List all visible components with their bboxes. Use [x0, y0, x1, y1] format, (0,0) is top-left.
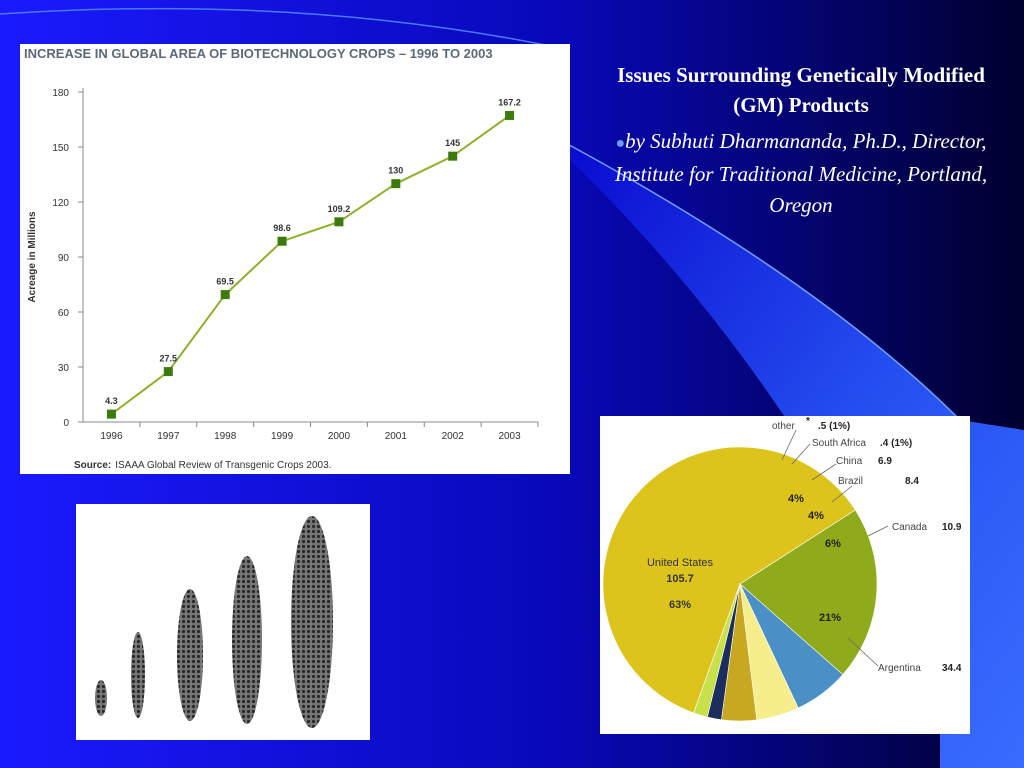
- data-label: 145: [445, 138, 460, 148]
- x-tick-label: 1999: [271, 431, 294, 442]
- x-tick-label: 1998: [214, 431, 237, 442]
- byline-text: by Subhuti Dharmananda, Ph.D., Director,…: [614, 129, 988, 217]
- other-asterisk: *: [806, 416, 810, 427]
- data-point-marker: [277, 236, 287, 246]
- data-point-marker: [163, 367, 173, 377]
- pie-slice-united-states: [602, 446, 856, 714]
- corn-ear-2: [131, 632, 145, 718]
- slide-title: Issues Surrounding Genetically Modified …: [617, 63, 985, 117]
- gm-crop-area-by-country-pie-chart: United States 105.7 63% 21% 6% 4% 4% Argentina 3…: [602, 416, 962, 722]
- callout-name-brazil: Brazil: [838, 476, 863, 487]
- y-tick-label: 120: [52, 198, 69, 209]
- chart-title: INCREASE IN GLOBAL AREA OF BIOTECHNOLOGY…: [24, 46, 493, 61]
- slice-label-us-percent: 63%: [669, 599, 691, 611]
- corn-photo-panel: [76, 504, 370, 740]
- corn-ear-1: [95, 680, 107, 716]
- data-point-marker: [505, 110, 515, 120]
- y-axis-label: Acreage in Millions: [27, 211, 38, 303]
- callout-value-south-africa: .4 (1%): [880, 438, 912, 449]
- data-label: 167.2: [498, 97, 521, 107]
- callout-line: [831, 485, 853, 503]
- slice-label-us-name: United States: [647, 557, 714, 569]
- source-note: Source: ISAAA Global Review of Transgenic…: [74, 460, 331, 471]
- pie-slice-other: [693, 583, 741, 718]
- callout-line: [781, 429, 797, 461]
- series-line: [110, 114, 511, 415]
- x-tick-label: 2001: [385, 431, 408, 442]
- data-point-marker: [391, 179, 401, 189]
- data-point-marker: [448, 151, 458, 161]
- corn-ear-5: [291, 516, 333, 728]
- callout-name-other: other: [772, 421, 795, 432]
- y-tick-label: 60: [58, 308, 70, 319]
- corn-ear-4: [232, 556, 262, 724]
- x-tick-label: 2003: [498, 431, 521, 442]
- data-point-marker: [106, 409, 116, 419]
- callout-value-canada: 10.9: [942, 522, 962, 533]
- x-tick-label: 1997: [157, 431, 180, 442]
- x-tick-label: 2000: [328, 431, 351, 442]
- callout-name-china: China: [836, 456, 863, 467]
- callout-line: [811, 463, 837, 481]
- line-chart-panel: INCREASE IN GLOBAL AREA OF BIOTECHNOLOGY…: [20, 44, 570, 474]
- corn-ears-image: [95, 516, 333, 728]
- y-tick-label: 150: [52, 143, 69, 154]
- pie-chart-panel: United States 105.7 63% 21% 6% 4% 4% Argentina 3…: [600, 416, 970, 734]
- callout-name-argentina: Argentina: [878, 663, 921, 674]
- callout-name-south-africa: South Africa: [812, 438, 866, 449]
- data-label: 4.3: [105, 396, 118, 406]
- data-label: 27.5: [160, 354, 178, 364]
- callout-line: [847, 637, 879, 667]
- biotech-area-line-chart: INCREASE IN GLOBAL AREA OF BIOTECHNOLOGY…: [24, 46, 539, 471]
- y-tick-label: 30: [58, 363, 70, 374]
- x-tick-label: 2002: [442, 431, 465, 442]
- callout-value-china: 6.9: [878, 456, 892, 467]
- callout-line: [791, 443, 811, 465]
- callout-value-other: .5 (1%): [818, 421, 850, 432]
- callout-value-brazil: 8.4: [905, 476, 919, 487]
- slice-percent-label: 6%: [825, 538, 841, 550]
- bullet-icon: ●: [615, 135, 626, 152]
- data-point-marker: [220, 290, 230, 300]
- slice-percent-label: 4%: [808, 510, 824, 522]
- x-tick-label: 1996: [100, 431, 123, 442]
- callout-name-canada: Canada: [892, 522, 927, 533]
- data-point-marker: [334, 217, 344, 227]
- source-text: ISAAA Global Review of Transgenic Crops …: [115, 460, 331, 471]
- y-tick-label: 0: [63, 418, 69, 429]
- y-tick-label: 180: [52, 88, 69, 99]
- y-tick-label: 90: [58, 253, 70, 264]
- data-label: 69.5: [216, 277, 234, 287]
- slice-label-us-value: 105.7: [666, 573, 694, 585]
- data-label: 98.6: [273, 223, 291, 233]
- slide-title-block: Issues Surrounding Genetically Modified …: [600, 60, 1002, 221]
- slice-percent-label: 21%: [819, 612, 841, 624]
- callout-value-argentina: 34.4: [942, 663, 962, 674]
- data-label: 130: [388, 166, 403, 176]
- source-label: Source:: [74, 460, 111, 471]
- slide-byline: ●by Subhuti Dharmananda, Ph.D., Director…: [600, 126, 1002, 221]
- data-label: 109.2: [328, 204, 351, 214]
- callout-line: [867, 525, 889, 537]
- pie-slice-argentina: [739, 509, 878, 676]
- slice-percent-label: 4%: [788, 493, 804, 505]
- corn-ear-3: [177, 589, 203, 721]
